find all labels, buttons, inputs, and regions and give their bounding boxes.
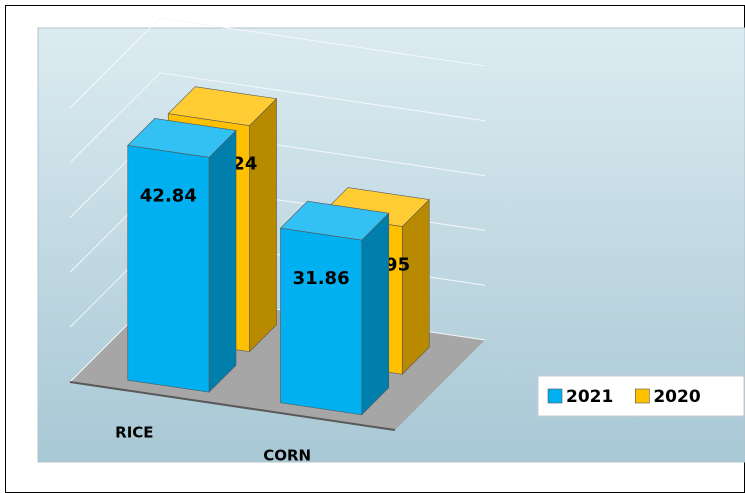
value-label: 42.84 xyxy=(140,185,197,206)
bar-front xyxy=(280,227,363,416)
bar-side xyxy=(401,198,430,375)
legend-swatch xyxy=(635,388,650,404)
floor-edge xyxy=(69,381,396,431)
bar xyxy=(127,118,237,393)
x-tick-label: RICE xyxy=(115,424,153,442)
bar-side xyxy=(361,212,390,416)
legend-label: 2020 xyxy=(653,387,700,407)
bar xyxy=(279,200,390,416)
legend-label: 2021 xyxy=(566,387,613,407)
bar-side xyxy=(208,129,237,393)
x-tick-label: CORN xyxy=(263,446,311,464)
bar-front xyxy=(127,145,210,393)
grid-line xyxy=(69,72,486,164)
grid-line xyxy=(69,17,486,109)
legend-swatch xyxy=(547,388,563,404)
value-label: 31.86 xyxy=(293,268,350,289)
bar-side xyxy=(249,97,277,353)
